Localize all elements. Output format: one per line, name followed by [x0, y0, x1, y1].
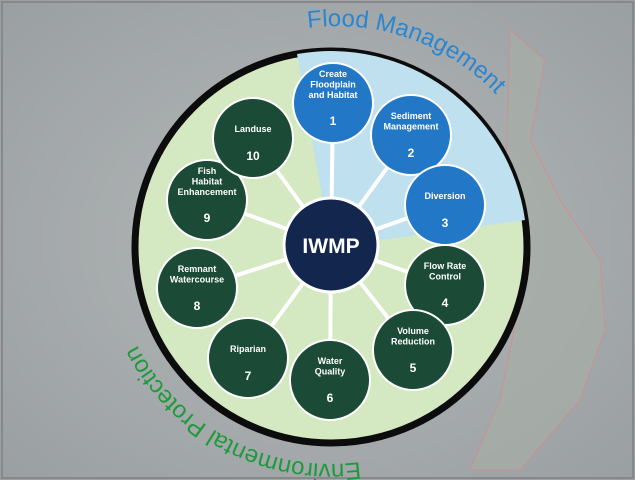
diagram: Flood Management Environmental Protectio… [0, 0, 635, 480]
node-number: 1 [330, 114, 337, 128]
node-circle [371, 95, 451, 175]
node-number: 2 [408, 146, 415, 160]
node-number: 8 [194, 299, 201, 313]
node-label: Sediment [391, 111, 432, 121]
node-label: Control [429, 272, 461, 282]
node-label: Remnant [178, 264, 217, 274]
node-label: Watercourse [170, 275, 224, 285]
node-label: Diversion [424, 191, 465, 201]
node-number: 5 [410, 361, 417, 375]
node-label: Reduction [391, 337, 435, 347]
node: Landuse 10 [213, 98, 293, 178]
node: Riparian 7 [208, 318, 288, 398]
node: Diversion 3 [405, 165, 485, 245]
node-circle [373, 310, 453, 390]
node-label: Riparian [230, 344, 266, 354]
node-label: Water [318, 356, 343, 366]
node-circle [213, 98, 293, 178]
node-label: Floodplain [310, 80, 356, 90]
node-label: and Habitat [308, 90, 357, 100]
center-label: IWMP [302, 235, 359, 258]
node-label: Management [383, 122, 438, 132]
node-label: Fish [198, 166, 217, 176]
node-circle [208, 318, 288, 398]
node-circle [405, 165, 485, 245]
node-number: 7 [245, 369, 252, 383]
node-label: Create [319, 69, 347, 79]
node-number: 9 [204, 211, 211, 225]
node-label: Volume [397, 326, 429, 336]
node-circle [290, 340, 370, 420]
node-number: 4 [442, 296, 449, 310]
node-circle [157, 248, 237, 328]
node-label: Flow Rate [424, 261, 467, 271]
node-number: 6 [327, 391, 334, 405]
node-label: Landuse [234, 124, 271, 134]
node-label: Habitat [192, 177, 223, 187]
node-number: 10 [246, 149, 260, 163]
node-label: Enhancement [177, 187, 236, 197]
node-number: 3 [442, 216, 449, 230]
node-label: Quality [315, 367, 346, 377]
